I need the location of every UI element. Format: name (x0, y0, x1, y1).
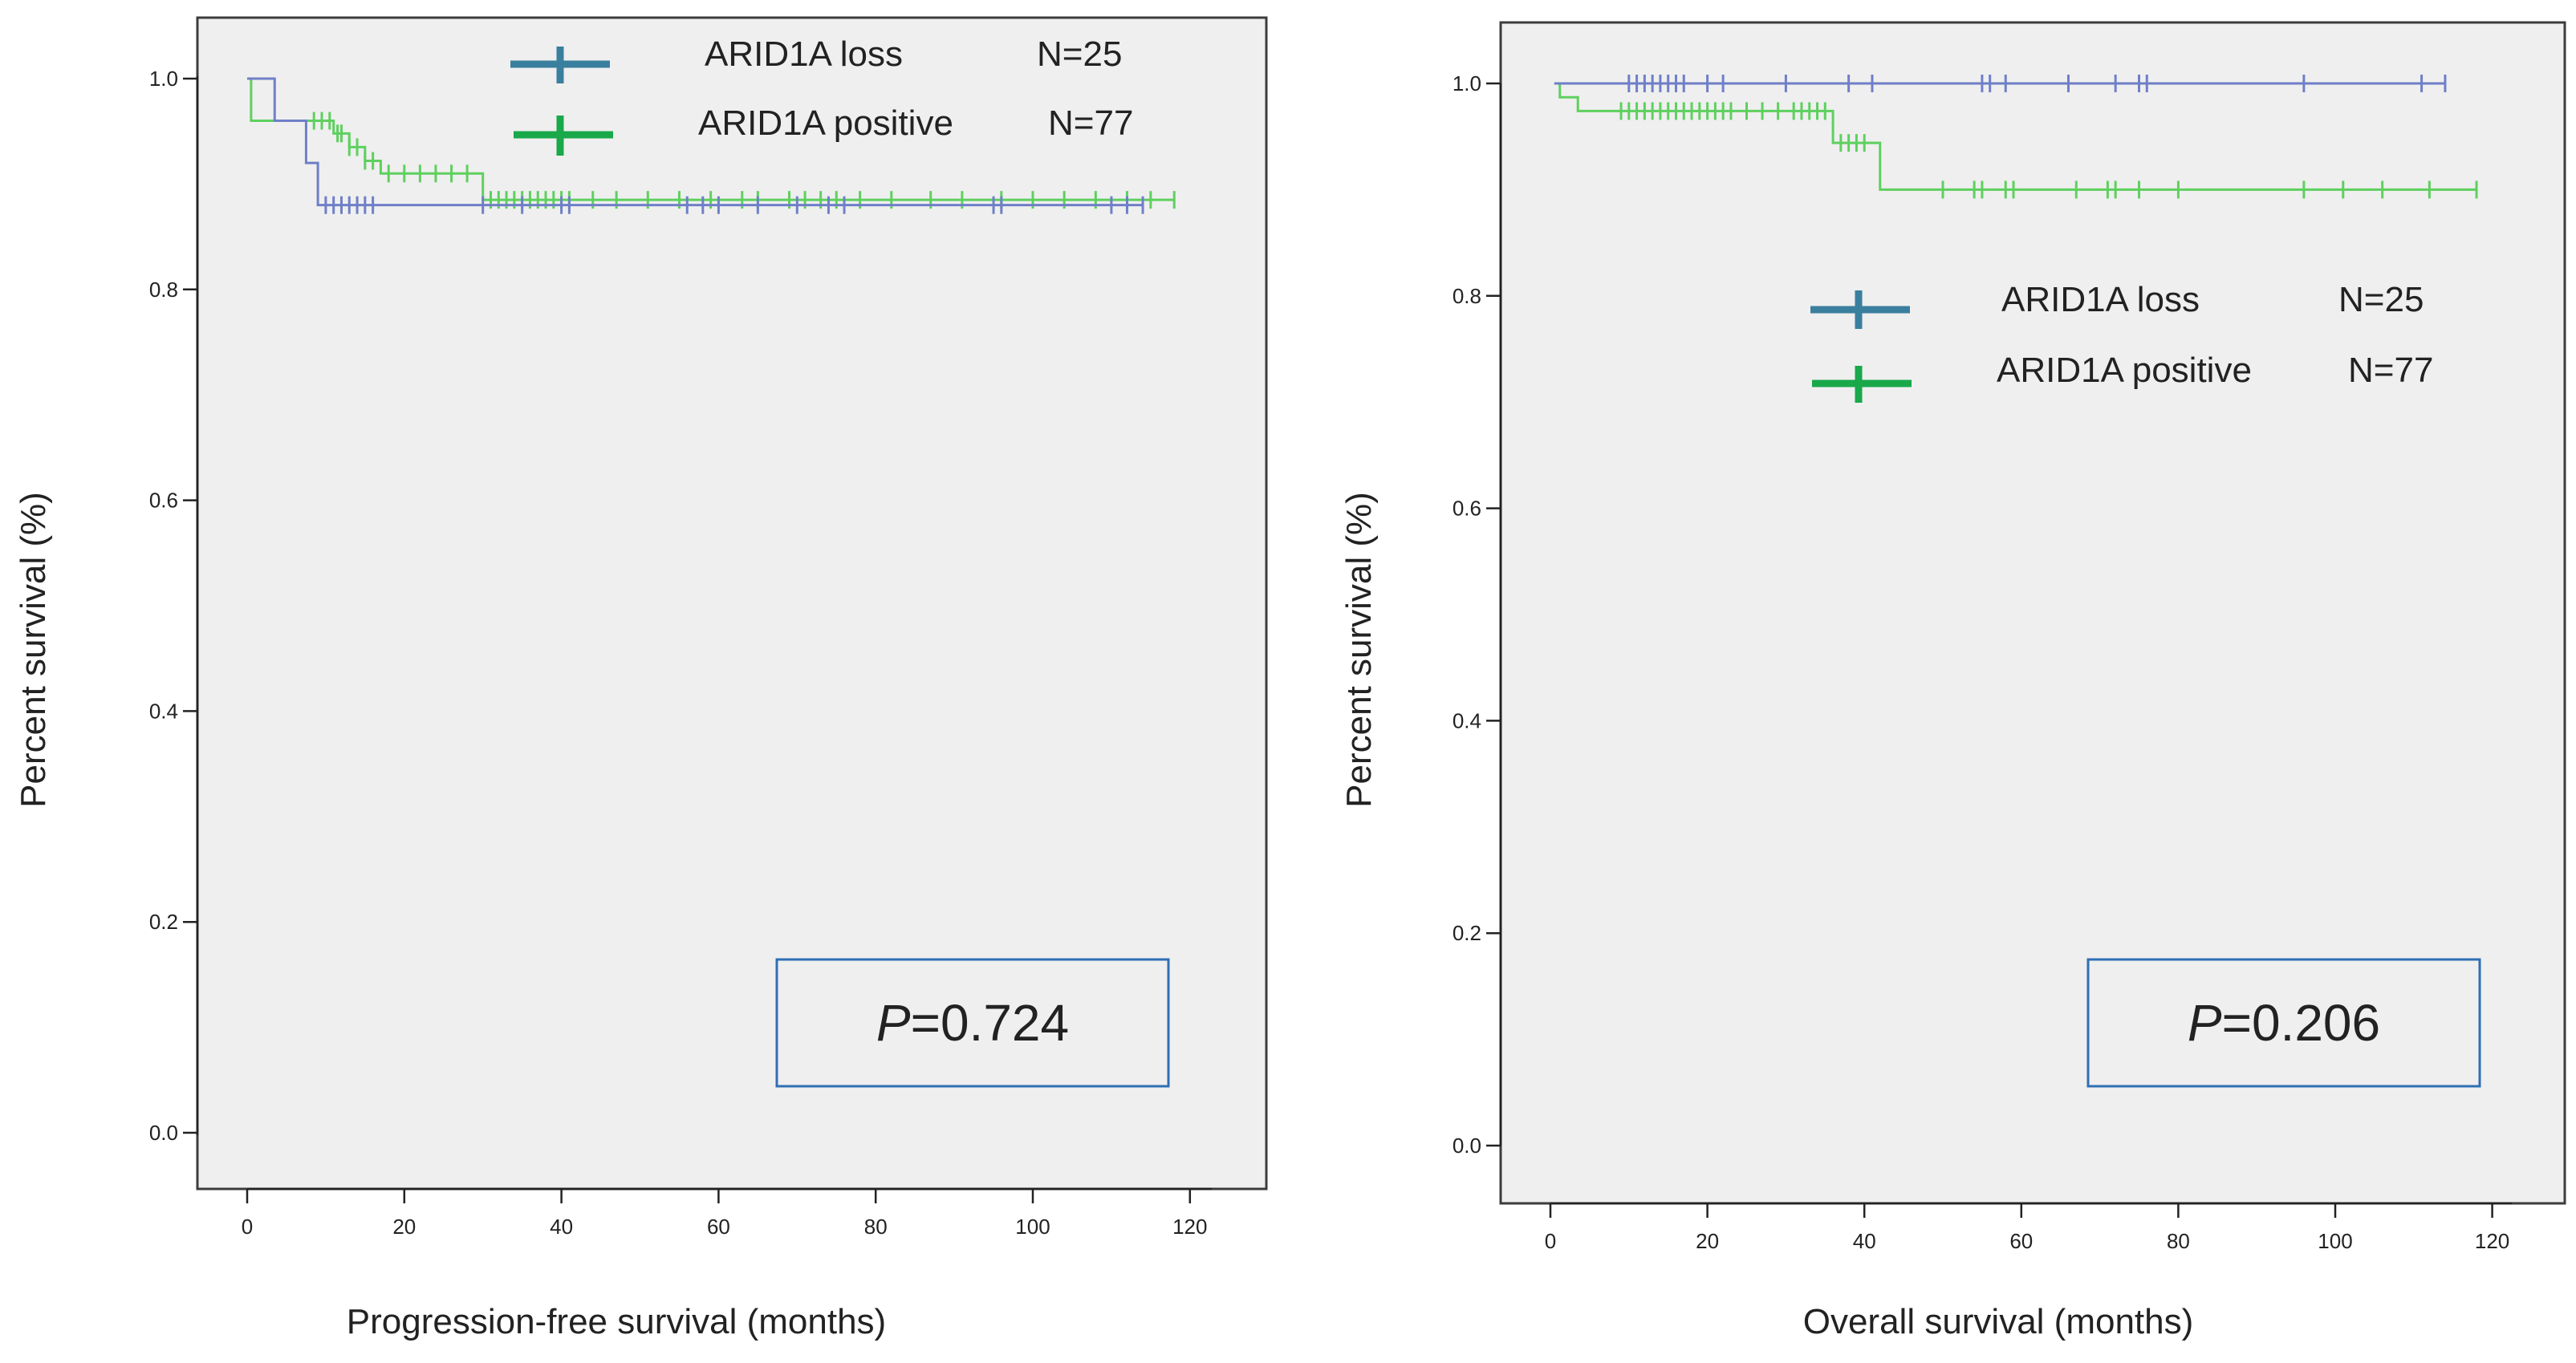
pfs-y-tick-label: 0.6 (149, 489, 178, 513)
os-x-tick-label: 40 (1853, 1229, 1876, 1253)
pfs-y-tick-label: 0.4 (149, 699, 178, 723)
os-legend-label-loss: ARID1A loss (2001, 280, 2200, 319)
os-y-tick-label: 0.2 (1453, 921, 1481, 945)
os-series-loss (1554, 75, 2447, 92)
os-y-tick-label: 0.6 (1453, 497, 1481, 521)
pfs-p-value-box: P=0.724 (775, 958, 1170, 1088)
pfs-p-value-frame (775, 958, 1170, 1088)
pfs-x-tick-label: 40 (550, 1215, 573, 1239)
os-y-axis-title: Percent survival (%) (1339, 492, 1379, 808)
os-chart-panel: 0.0 0.2 0.4 0.6 0.8 1.0 0 20 40 60 80 100 120 Overa… (1339, 21, 2566, 1341)
pfs-legend-label-loss: ARID1A loss (705, 34, 903, 74)
os-legend: ARID1A loss N=25 ARID1A positive N=77 (1810, 280, 2433, 403)
os-x-axis-title: Overall survival (months) (1803, 1302, 2194, 1341)
pfs-legend-n-positive: N=77 (1048, 103, 1133, 143)
os-legend-n-loss: N=25 (2338, 280, 2424, 319)
pfs-series-layer (247, 77, 1176, 214)
pfs-x-axis-title: Progression-free survival (months) (347, 1302, 886, 1341)
pfs-y-axis-title: Percent survival (%) (14, 492, 53, 808)
pfs-plot-frame (196, 16, 1268, 1191)
pfs-y-tick-label: 0.8 (149, 278, 178, 302)
os-p-value-number: =0.206 (2222, 994, 2381, 1052)
os-x-tick-label: 60 (2009, 1229, 2033, 1253)
os-p-value-frame (2086, 958, 2481, 1088)
os-x-tick-label: 100 (2318, 1229, 2352, 1253)
pfs-chart-panel: 0.0 0.2 0.4 0.6 0.8 1.0 0 20 40 60 80 100 120 Progr… (14, 16, 1268, 1341)
pfs-series-loss (247, 77, 1144, 214)
os-legend-swatch-positive (1812, 366, 1912, 403)
os-p-value: P=0.206 (2188, 994, 2380, 1052)
os-y-tick-label: 1.0 (1453, 71, 1481, 95)
os-legend-swatch-loss (1810, 290, 1910, 329)
pfs-y-tick-label: 0.2 (149, 910, 178, 934)
os-x-tick-label: 120 (2475, 1229, 2509, 1253)
os-series-positive (1554, 82, 2478, 199)
pfs-x-tick-label: 60 (707, 1215, 730, 1239)
os-series-layer (1554, 75, 2478, 199)
pfs-y-ticks: 0.0 0.2 0.4 0.6 0.8 1.0 (149, 67, 197, 1145)
pfs-x-tick-label: 80 (864, 1215, 888, 1239)
os-y-tick-label: 0.0 (1453, 1134, 1481, 1158)
pfs-legend-n-loss: N=25 (1037, 34, 1122, 74)
pfs-x-tick-label: 20 (392, 1215, 416, 1239)
os-y-tick-label: 0.8 (1453, 284, 1481, 308)
pfs-legend: ARID1A loss N=25 ARID1A positive N=77 (510, 34, 1133, 156)
pfs-p-value-number: =0.724 (911, 994, 1070, 1052)
pfs-loss-curve (247, 77, 1144, 207)
os-p-value-box: P=0.206 (2086, 958, 2481, 1088)
pfs-y-tick-label: 1.0 (149, 67, 178, 91)
os-p-value-prefix: P (2188, 994, 2222, 1052)
pfs-legend-swatch-loss (510, 47, 610, 83)
pfs-p-value-prefix: P (876, 994, 911, 1052)
os-y-ticks: 0.0 0.2 0.4 0.6 0.8 1.0 (1453, 71, 1501, 1158)
os-y-tick-label: 0.4 (1453, 708, 1481, 732)
pfs-x-tick-label: 0 (242, 1215, 253, 1239)
pfs-legend-label-positive: ARID1A positive (698, 103, 953, 143)
os-x-tick-label: 20 (1696, 1229, 1719, 1253)
os-positive-curve (1554, 82, 2477, 191)
pfs-p-value: P=0.724 (876, 994, 1069, 1052)
os-x-ticks: 0 20 40 60 80 100 120 (1545, 1203, 2509, 1253)
pfs-y-tick-label: 0.0 (149, 1121, 178, 1145)
pfs-legend-swatch-positive (514, 116, 613, 156)
os-x-tick-label: 80 (2167, 1229, 2190, 1253)
os-legend-label-positive: ARID1A positive (1997, 351, 2252, 390)
os-legend-n-positive: N=77 (2348, 351, 2433, 390)
os-x-tick-label: 0 (1545, 1229, 1556, 1253)
pfs-x-tick-label: 100 (1015, 1215, 1050, 1239)
pfs-x-tick-label: 120 (1172, 1215, 1207, 1239)
pfs-x-ticks: 0 20 40 60 80 100 120 (242, 1189, 1207, 1239)
os-plot-frame (1499, 21, 2566, 1205)
